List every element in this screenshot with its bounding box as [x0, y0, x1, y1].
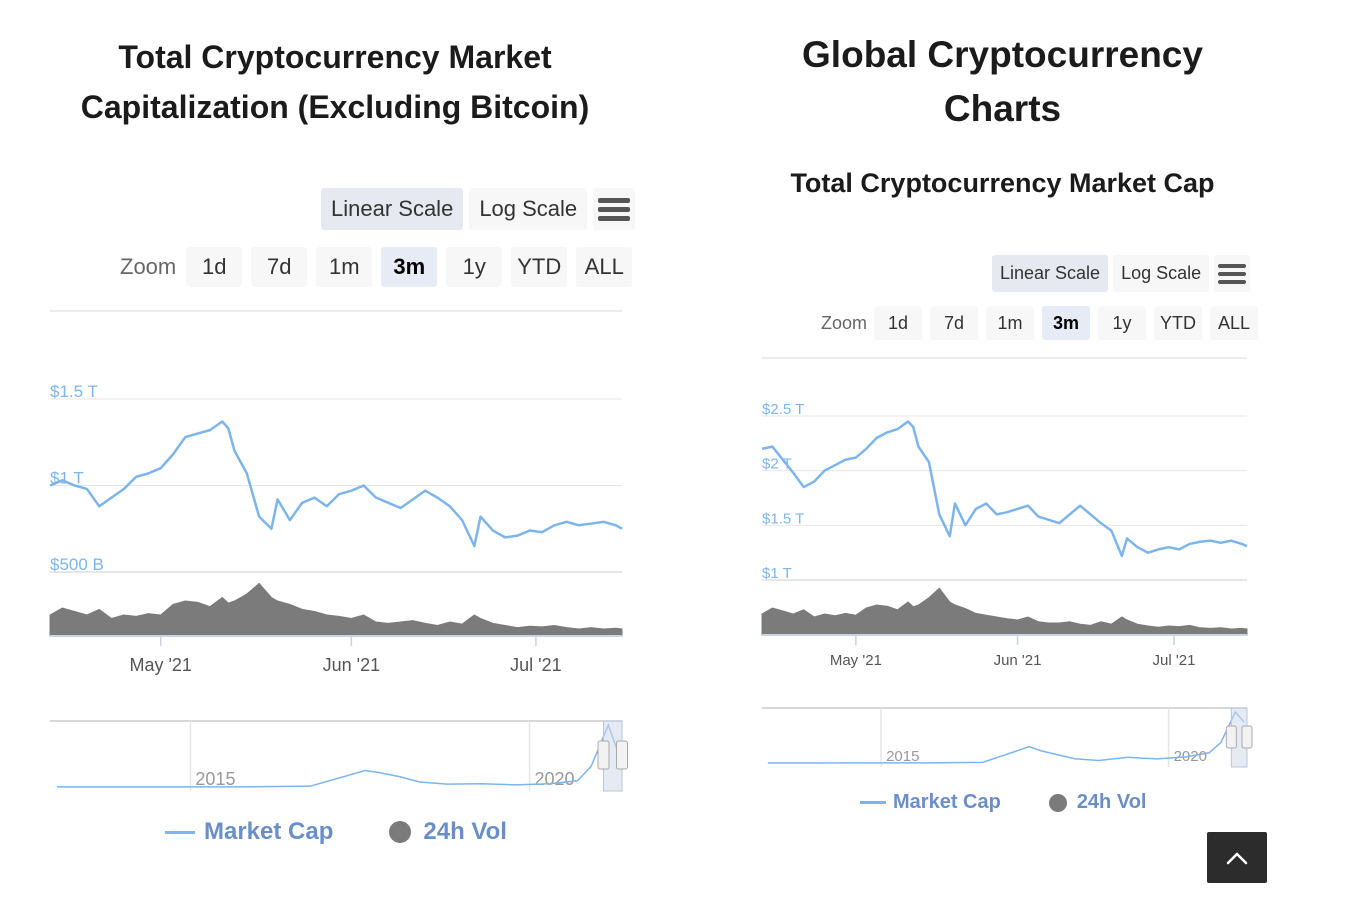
zoom-1m-button[interactable]: 1m [316, 247, 373, 287]
legend-volume-label: 24h Vol [423, 818, 507, 845]
zoom-ytd-button[interactable]: YTD [511, 247, 568, 287]
zoom-1y-button[interactable]: 1y [446, 247, 503, 287]
zoom-1y-button[interactable]: 1y [1098, 306, 1147, 340]
page-title: Global Cryptocurrency Charts [802, 34, 1203, 129]
hamburger-menu-icon[interactable] [1214, 255, 1251, 292]
legend-volume-label: 24h Vol [1076, 791, 1147, 813]
zoom-all-button[interactable]: ALL [1210, 306, 1259, 340]
left-chart-title: Total Cryptocurrency Market Capitalizati… [80, 39, 590, 125]
linear-scale-button[interactable]: Linear Scale [992, 255, 1109, 292]
zoom-7d-button[interactable]: 7d [930, 306, 979, 340]
navigator-handle-icon [597, 740, 610, 770]
x-tick-label: Jul '21 [510, 655, 561, 675]
right-zoom-selector: Zoom 1d 7d 1m 3m 1y YTD ALL [821, 306, 1266, 340]
legend-volume[interactable]: 24h Vol [389, 818, 507, 846]
zoom-1d-button[interactable]: 1d [186, 247, 243, 287]
zoom-1m-button[interactable]: 1m [986, 306, 1035, 340]
zoom-ytd-button[interactable]: YTD [1154, 306, 1203, 340]
navigator-year-label: 2015 [195, 769, 235, 789]
log-scale-button[interactable]: Log Scale [469, 188, 588, 230]
zoom-7d-button[interactable]: 7d [251, 247, 308, 287]
legend-market-cap-label: Market Cap [204, 818, 334, 845]
legend-market-cap[interactable]: Market Cap [860, 791, 1001, 814]
right-chart-title: Total Cryptocurrency Market Cap [790, 168, 1215, 198]
legend-market-cap[interactable]: Market Cap [165, 818, 333, 846]
left-scale-toggle: Linear Scale Log Scale [321, 188, 641, 230]
zoom-all-button[interactable]: ALL [576, 247, 633, 287]
navigator-series-line [56, 722, 620, 788]
linear-scale-button[interactable]: Linear Scale [321, 188, 464, 230]
right-scale-toggle: Linear Scale Log Scale [992, 255, 1255, 292]
y-tick-label: $500 B [50, 555, 104, 574]
volume-area-series [49, 582, 623, 637]
circle-series-swatch-icon [389, 821, 412, 843]
zoom-label: Zoom [120, 254, 177, 279]
scroll-to-top-button[interactable] [1207, 832, 1267, 883]
log-scale-button[interactable]: Log Scale [1113, 255, 1210, 292]
x-tick-label: May '21 [129, 655, 191, 675]
x-tick-label: Jun '21 [323, 655, 380, 675]
navigator-year-label: 2020 [535, 769, 575, 789]
line-series-swatch-icon [165, 830, 195, 834]
y-tick-label: $1.5 T [50, 382, 98, 401]
navigator-handle-icon [616, 740, 628, 770]
zoom-3m-button[interactable]: 3m [1042, 306, 1091, 340]
left-zoom-selector: Zoom 1d 7d 1m 3m 1y YTD ALL [120, 247, 641, 287]
market-cap-line-series [49, 420, 623, 548]
circle-series-swatch-icon [1048, 793, 1067, 812]
zoom-label: Zoom [821, 312, 868, 333]
line-series-swatch-icon [860, 801, 886, 804]
chevron-up-icon [1226, 852, 1248, 864]
right-chart-legend: Market Cap 24h Vol [860, 791, 1146, 814]
legend-market-cap-label: Market Cap [893, 791, 1001, 813]
hamburger-menu-icon[interactable] [593, 188, 636, 230]
legend-volume[interactable]: 24h Vol [1048, 791, 1147, 814]
zoom-1d-button[interactable]: 1d [874, 306, 923, 340]
left-chart-legend: Market Cap 24h Vol [165, 818, 507, 846]
zoom-3m-button[interactable]: 3m [381, 247, 438, 287]
